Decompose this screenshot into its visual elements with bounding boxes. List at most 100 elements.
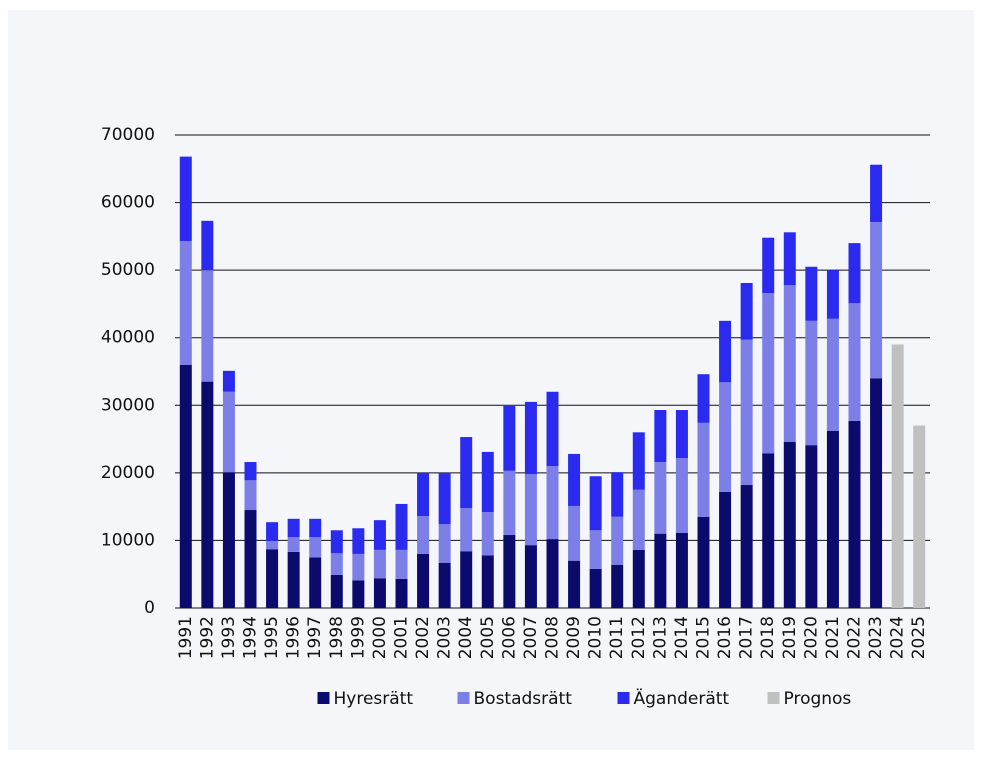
bar-segment <box>826 430 839 608</box>
x-tick-label: 2008 <box>543 616 563 659</box>
x-tick-label: 1992 <box>197 616 217 659</box>
bar-segment <box>719 491 732 608</box>
x-tick-label: 1993 <box>219 616 239 659</box>
bar-segment <box>632 489 645 550</box>
bar-segment <box>675 457 688 533</box>
bar-segment <box>201 381 214 608</box>
y-tick-label: 20000 <box>101 463 155 483</box>
legend-swatch <box>317 692 330 704</box>
legend-label: Prognos <box>784 689 852 709</box>
x-tick-label: 1997 <box>305 616 325 659</box>
bar-segment <box>503 470 516 536</box>
bar-segment <box>568 505 581 561</box>
bar-segment <box>546 466 559 540</box>
bar-segment <box>417 516 430 554</box>
bar-segment <box>179 364 192 608</box>
bar-segment <box>266 541 279 550</box>
x-tick-label: 2016 <box>715 616 735 659</box>
bar-segment <box>805 266 818 321</box>
bar-segment <box>719 382 732 492</box>
bar-segment <box>373 578 386 608</box>
x-tick-label: 2024 <box>888 616 908 659</box>
bar-segment <box>546 391 559 467</box>
bar-segment <box>675 532 688 608</box>
bar-segment <box>244 510 257 608</box>
x-tick-label: 2011 <box>607 616 627 659</box>
y-tick-label: 70000 <box>101 125 155 145</box>
bar-segment <box>481 451 494 513</box>
bar-segment <box>783 441 796 608</box>
bar-segment <box>460 437 473 508</box>
bar-segment <box>309 537 322 558</box>
bar-segment <box>589 476 602 531</box>
bar-segment <box>675 410 688 458</box>
bar-segment <box>740 339 753 486</box>
bar-segment <box>632 432 645 490</box>
bar-segment <box>395 549 408 579</box>
x-tick-label: 1991 <box>176 616 196 659</box>
legend-label: Hyresrätt <box>334 689 414 709</box>
bar-segment <box>546 539 559 608</box>
bar-segment <box>697 374 710 423</box>
legend-swatch <box>457 692 470 704</box>
x-tick-label: 1996 <box>284 616 304 659</box>
x-tick-label: 2018 <box>758 616 778 659</box>
bar-segment <box>524 545 537 608</box>
x-tick-label: 2007 <box>521 616 541 659</box>
legend-swatch <box>617 692 630 704</box>
x-tick-label: 2009 <box>564 616 584 659</box>
bar-segment <box>632 549 645 608</box>
bar-segment <box>287 537 300 552</box>
bar-segment <box>719 320 732 383</box>
bar-segment <box>826 270 839 319</box>
x-tick-label: 2025 <box>909 616 929 659</box>
bar-segment <box>503 405 516 471</box>
bar-segment <box>395 503 408 550</box>
bar-segment <box>611 516 624 565</box>
bar-segment <box>330 553 343 575</box>
x-tick-label: 2010 <box>586 616 606 659</box>
bar-segment <box>783 285 796 442</box>
bar-segment <box>805 445 818 608</box>
bar-segment <box>438 562 451 608</box>
bar-segment <box>330 530 343 554</box>
bar-segment <box>309 557 322 608</box>
bar-segment <box>266 549 279 608</box>
x-tick-label: 2006 <box>499 616 519 659</box>
bar-segment <box>481 555 494 608</box>
x-tick-label: 2019 <box>780 616 800 659</box>
bar-segment <box>481 512 494 556</box>
bar-segment <box>654 462 667 534</box>
bar-segment <box>870 378 883 608</box>
bar-segment <box>611 564 624 608</box>
bar-segment <box>287 518 300 538</box>
bar-segment <box>330 574 343 608</box>
x-tick-label: 2014 <box>672 616 692 659</box>
x-tick-label: 2017 <box>737 616 757 659</box>
bar-segment <box>762 293 775 454</box>
x-tick-label: 2020 <box>801 616 821 659</box>
bar-segment <box>222 370 235 392</box>
y-tick-label: 50000 <box>101 260 155 280</box>
bar-segment <box>913 425 926 608</box>
x-tick-label: 2021 <box>823 616 843 659</box>
y-tick-label: 10000 <box>101 530 155 550</box>
x-tick-label: 2012 <box>629 616 649 659</box>
bar-segment <box>848 303 861 421</box>
bar-segment <box>805 320 818 446</box>
y-tick-label: 0 <box>144 598 155 618</box>
bar-segment <box>697 516 710 608</box>
y-tick-label: 40000 <box>101 328 155 348</box>
y-tick-label: 60000 <box>101 193 155 213</box>
x-tick-label: 2013 <box>650 616 670 659</box>
bar-segment <box>179 156 192 242</box>
bar-segment <box>568 453 581 506</box>
bar-segment <box>740 282 753 340</box>
legend-swatch <box>767 692 780 704</box>
bar-segment <box>524 401 537 475</box>
bar-segment <box>783 232 796 286</box>
bar-segment <box>352 553 365 581</box>
bar-segment <box>201 270 214 382</box>
bar-segment <box>826 318 839 431</box>
